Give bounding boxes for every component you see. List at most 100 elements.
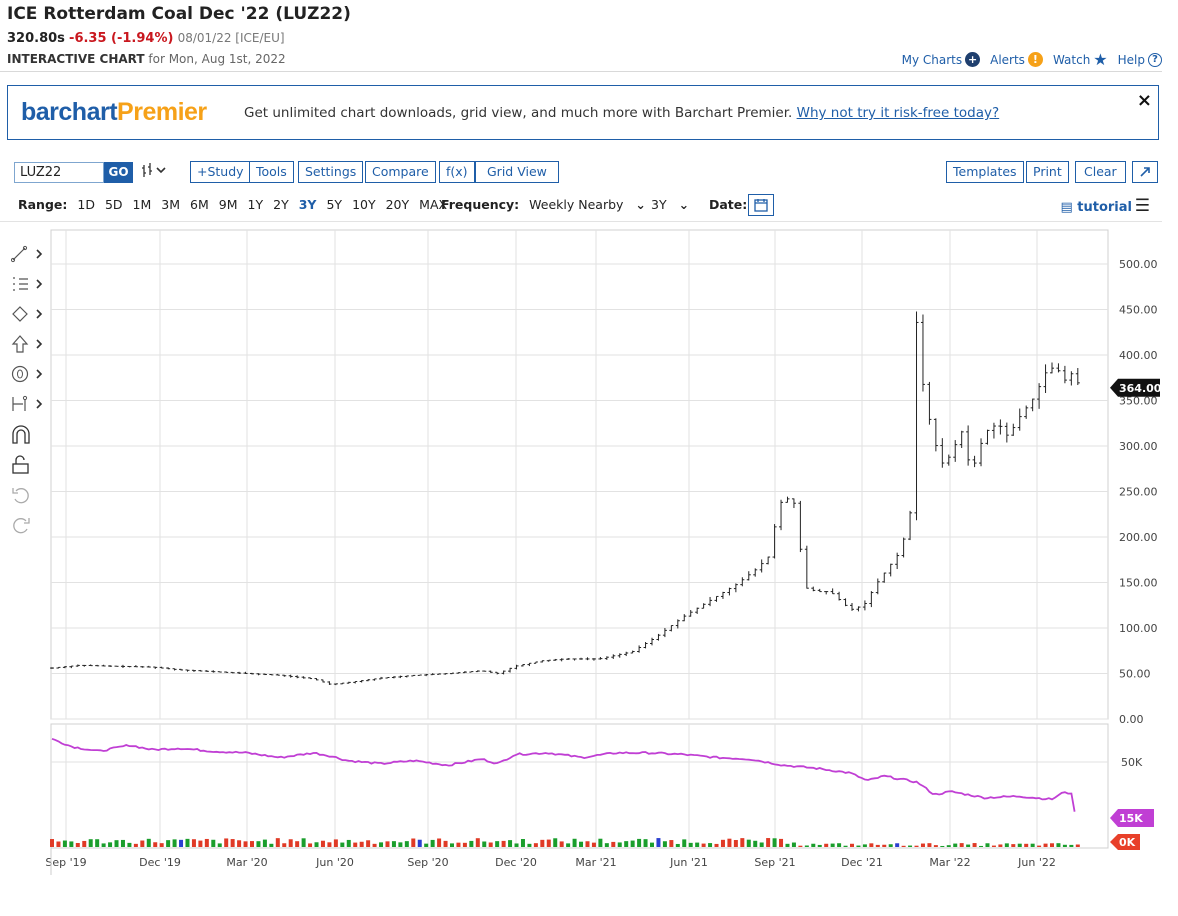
volume-bar — [946, 845, 951, 847]
tools-button[interactable]: Tools — [249, 161, 294, 183]
range-option-6m[interactable]: 6M — [190, 197, 209, 212]
print-button[interactable]: Print — [1026, 161, 1069, 183]
clear-button[interactable]: Clear — [1075, 161, 1126, 183]
grid-view-button[interactable]: Grid View — [475, 161, 559, 183]
price-summary: 320.80s -6.35 (-1.94%) 08/01/22 [ICE/EU] — [7, 31, 285, 46]
undo-tool[interactable] — [11, 485, 51, 509]
risk-free-link[interactable]: Why not try it risk-free today? — [796, 105, 1000, 121]
y-tick-label: 400.00 — [1119, 349, 1158, 362]
y-tick-label: 150.00 — [1119, 577, 1158, 590]
tutorial-link[interactable]: ▤ tutorial — [1060, 200, 1132, 215]
volume-bar — [75, 842, 80, 847]
volume-bar — [559, 841, 564, 847]
templates-button[interactable]: Templates — [946, 161, 1024, 183]
magnet-tool[interactable] — [11, 425, 51, 449]
calendar-icon[interactable] — [748, 194, 774, 216]
chart-type-dropdown[interactable] — [141, 162, 169, 184]
range-option-20y[interactable]: 20Y — [385, 197, 410, 212]
range-option-1y[interactable]: 1Y — [247, 197, 264, 212]
symbol-input[interactable]: LUZ22 — [14, 162, 104, 183]
volume-bar — [888, 844, 893, 847]
alerts-link[interactable]: Alerts! — [990, 52, 1043, 67]
volume-bar — [662, 841, 667, 847]
lock-tool[interactable] — [11, 455, 51, 479]
label-tool[interactable] — [11, 365, 51, 387]
compare-button[interactable]: Compare — [365, 161, 436, 183]
barchart-premier-logo[interactable]: barchartPremier — [21, 98, 207, 127]
range-option-9m[interactable]: 9M — [218, 197, 238, 212]
volume-bar — [1075, 844, 1080, 847]
volume-bar — [508, 840, 513, 847]
volume-bar — [282, 843, 287, 847]
logo-barchart: barchart — [21, 98, 118, 126]
measure-tool[interactable] — [11, 395, 51, 417]
go-button[interactable]: GO — [104, 162, 133, 183]
help-link[interactable]: Help? — [1118, 52, 1162, 67]
x-tick-label: Dec '21 — [841, 856, 883, 869]
x-tick-label: Jun '21 — [669, 856, 708, 869]
volume-marker — [1110, 834, 1140, 850]
frequency-select[interactable]: Frequency: Weekly Nearby ⌄ — [441, 197, 646, 212]
period-select[interactable]: 3Y ⌄ — [651, 197, 689, 212]
alert-icon: ! — [1027, 52, 1043, 67]
trendline-tool[interactable] — [10, 245, 51, 267]
logo-premier: Premier — [117, 98, 207, 126]
study-button[interactable]: +Study — [190, 161, 251, 183]
redo-tool[interactable] — [11, 515, 51, 539]
volume-bar — [430, 839, 435, 847]
volume-bar — [843, 845, 848, 847]
my-charts-link[interactable]: My Charts + — [902, 52, 981, 67]
date-label: Date: — [709, 197, 748, 212]
x-tick-label: Jun '20 — [315, 856, 354, 869]
volume-bar — [140, 840, 145, 847]
shape-tool[interactable] — [11, 305, 51, 327]
time-axis: Sep '19 Dec '19 Mar '20 Jun '20 Sep '20 Dec '… — [45, 848, 1056, 875]
volume-bar — [475, 838, 480, 847]
fib-tool[interactable] — [11, 275, 51, 297]
volume-bar — [656, 838, 661, 847]
expand-icon[interactable] — [1132, 161, 1158, 183]
volume-bar — [895, 843, 900, 847]
range-option-1m[interactable]: 1M — [132, 197, 152, 212]
close-icon[interactable]: × — [1136, 90, 1152, 111]
watch-link[interactable]: Watch ★ — [1053, 50, 1108, 69]
volume-bar — [579, 841, 584, 847]
range-option-1d[interactable]: 1D — [77, 197, 95, 212]
volume-bar — [650, 842, 654, 847]
calendar-glyph — [754, 199, 768, 212]
arrow-tool[interactable] — [11, 335, 51, 357]
range-option-max[interactable]: MAX — [419, 197, 448, 212]
range-option-2y[interactable]: 2Y — [273, 197, 289, 212]
menu-icon[interactable]: ☰ — [1134, 196, 1150, 216]
volume-bar — [62, 840, 67, 847]
volume-bar — [991, 845, 996, 847]
volume-bar — [798, 845, 803, 847]
header-divider — [0, 71, 1162, 72]
fx-button[interactable]: f(x) — [439, 161, 475, 183]
range-option-3y[interactable]: 3Y — [298, 197, 317, 212]
volume-bar — [617, 842, 622, 847]
volume-bar — [114, 840, 119, 847]
volume-bar — [366, 840, 371, 847]
range-option-5y[interactable]: 5Y — [326, 197, 343, 212]
volume-bar — [953, 843, 958, 847]
volume-bar — [391, 841, 396, 847]
volume-bar — [488, 842, 493, 847]
volume-bar — [379, 842, 384, 847]
volume-bar — [791, 842, 796, 847]
chevron-down-icon: ⌄ — [678, 197, 690, 212]
range-option-5d[interactable]: 5D — [104, 197, 123, 212]
volume-bar — [972, 843, 977, 847]
x-tick-label: Mar '20 — [226, 856, 267, 869]
volume-bar — [1017, 843, 1022, 847]
settings-button[interactable]: Settings — [298, 161, 364, 183]
volume-bar — [295, 841, 300, 847]
range-option-10y[interactable]: 10Y — [352, 197, 376, 212]
volume-bar — [462, 842, 467, 847]
volume-bar — [591, 842, 596, 847]
range-option-3m[interactable]: 3M — [161, 197, 181, 212]
measure-icon — [12, 395, 43, 411]
volume-bar — [372, 843, 377, 847]
toolbar-divider — [0, 221, 1162, 222]
